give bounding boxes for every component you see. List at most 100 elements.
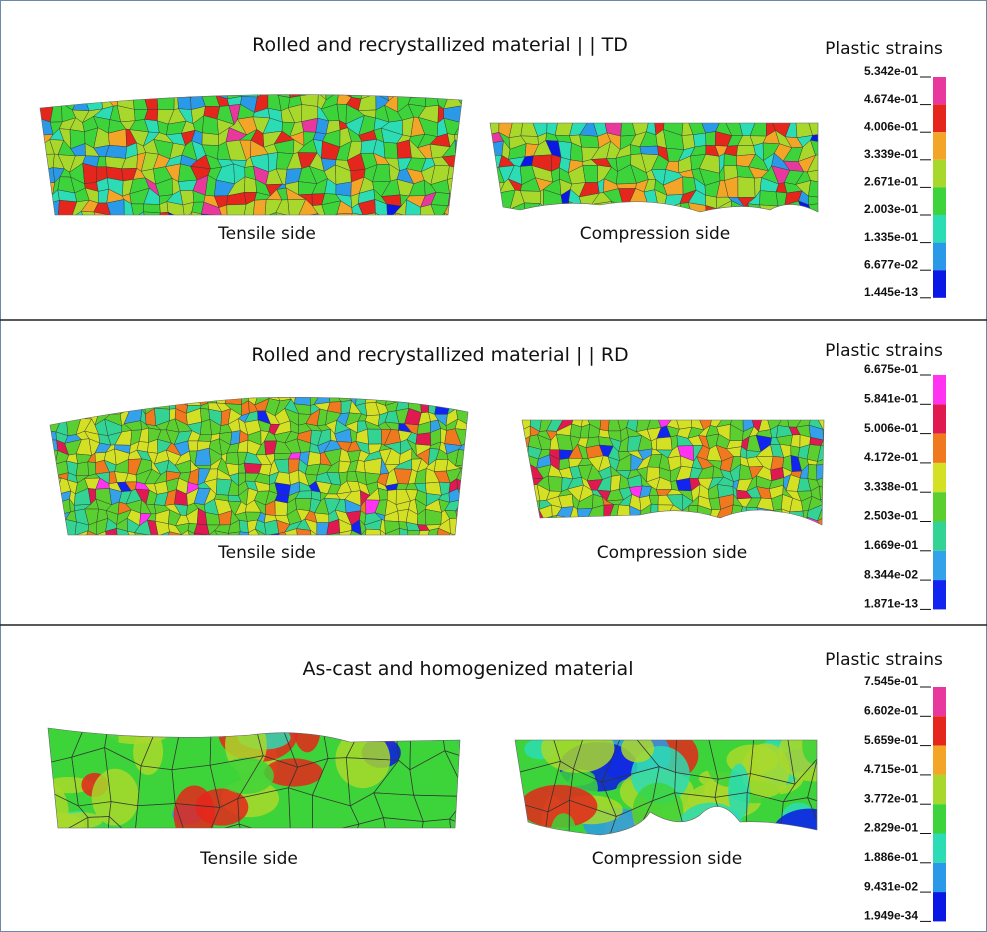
legend-band	[933, 687, 946, 716]
tensile-label: Tensile side	[217, 224, 316, 244]
legend-label: 3.338e-01	[864, 479, 918, 493]
grain	[202, 133, 219, 146]
legend-label: 2.829e-01	[864, 821, 918, 835]
legend-label: 6.602e-01	[864, 703, 918, 717]
grain	[583, 165, 598, 182]
legend-label: 5.342e-01	[864, 64, 918, 78]
legend-band	[933, 375, 946, 404]
grain	[724, 154, 737, 166]
grain	[188, 441, 198, 451]
grain	[368, 429, 382, 444]
legend-title: Plastic strains	[825, 341, 943, 361]
legend-label: 6.675e-01	[864, 362, 918, 376]
panel-title: Rolled and recrystallized material | | T…	[252, 34, 628, 56]
legend-label: 3.339e-01	[864, 147, 918, 161]
legend-band	[933, 551, 946, 580]
grain	[198, 435, 212, 442]
legend-band	[933, 160, 946, 188]
legend-label: 1.669e-01	[864, 538, 918, 552]
grain	[548, 476, 562, 492]
legend-band	[933, 492, 946, 521]
legend-label: 9.431e-02	[864, 879, 918, 893]
tensile-label: Tensile side	[217, 543, 316, 563]
legend-label: 2.503e-01	[864, 509, 918, 523]
grain	[195, 448, 211, 465]
grain	[760, 191, 778, 206]
grain	[706, 131, 716, 145]
grain	[580, 135, 599, 148]
grain	[76, 462, 89, 476]
legend-band	[933, 270, 946, 298]
grain	[295, 498, 311, 510]
grain	[434, 459, 448, 471]
legend-title: Plastic strains	[825, 39, 943, 59]
legend-band	[933, 187, 946, 215]
legend-title: Plastic strains	[825, 650, 943, 670]
legend-band	[933, 716, 946, 745]
legend-band	[933, 580, 946, 609]
legend-band	[933, 892, 946, 921]
legend-band	[933, 863, 946, 892]
compression-label: Compression side	[580, 224, 731, 244]
legend-label: 6.677e-02	[864, 257, 918, 271]
legend-label: 5.006e-01	[864, 421, 918, 435]
legend-band	[933, 243, 946, 271]
legend-label: 5.659e-01	[864, 733, 918, 747]
legend-label: 4.715e-01	[864, 762, 918, 776]
grain	[226, 452, 239, 465]
figure: Rolled and recrystallized material | | T…	[0, 0, 987, 932]
legend-label: 8.344e-02	[864, 567, 918, 581]
panel-title: As-cast and homogenized material	[303, 658, 634, 680]
legend-label: 5.841e-01	[864, 391, 918, 405]
legend-label: 1.871e-13	[864, 597, 918, 611]
legend-label: 1.445e-13	[864, 285, 918, 299]
grain	[144, 204, 161, 213]
grain	[239, 520, 248, 533]
legend-label: 3.772e-01	[864, 791, 918, 805]
legend-label: 2.671e-01	[864, 175, 918, 189]
panel-title: Rolled and recrystallized material | | R…	[251, 344, 628, 366]
legend-band	[933, 746, 946, 775]
contour-image	[36, 82, 482, 228]
grain	[397, 140, 412, 158]
grain	[738, 177, 755, 198]
grain	[264, 520, 279, 535]
page: {"panels": [ {"title": "Rolled and recry…	[0, 0, 987, 932]
grain	[640, 146, 659, 155]
legend-label: 4.172e-01	[864, 450, 918, 464]
legend-band	[933, 215, 946, 243]
legend-band	[933, 463, 946, 492]
legend-band	[933, 522, 946, 551]
grain	[275, 501, 288, 516]
compression-label: Compression side	[592, 849, 743, 869]
legend-band	[933, 804, 946, 833]
grain	[791, 435, 800, 448]
legend-label: 7.545e-01	[864, 674, 918, 688]
grain	[88, 462, 96, 476]
legend-band	[933, 404, 946, 433]
legend-label: 1.949e-34	[864, 909, 918, 923]
grain	[616, 183, 636, 188]
legend-band	[933, 132, 946, 160]
grain	[230, 431, 240, 445]
legend-band	[933, 775, 946, 804]
compression-label: Compression side	[597, 543, 748, 563]
grain	[314, 513, 328, 523]
grain	[336, 182, 351, 196]
legend-label: 1.886e-01	[864, 850, 918, 864]
grain	[307, 452, 320, 466]
legend-band	[933, 434, 946, 463]
legend-band	[933, 834, 946, 863]
grain	[106, 145, 127, 158]
grain	[384, 142, 398, 158]
legend-label: 1.335e-01	[864, 230, 918, 244]
legend-band	[933, 77, 946, 105]
legend-label: 2.003e-01	[864, 202, 918, 216]
legend-label: 4.006e-01	[864, 119, 918, 133]
tensile-label: Tensile side	[199, 849, 298, 869]
grain	[425, 482, 441, 495]
grain	[416, 433, 431, 446]
grain	[656, 437, 672, 450]
grain	[693, 133, 706, 147]
grain	[83, 163, 97, 184]
